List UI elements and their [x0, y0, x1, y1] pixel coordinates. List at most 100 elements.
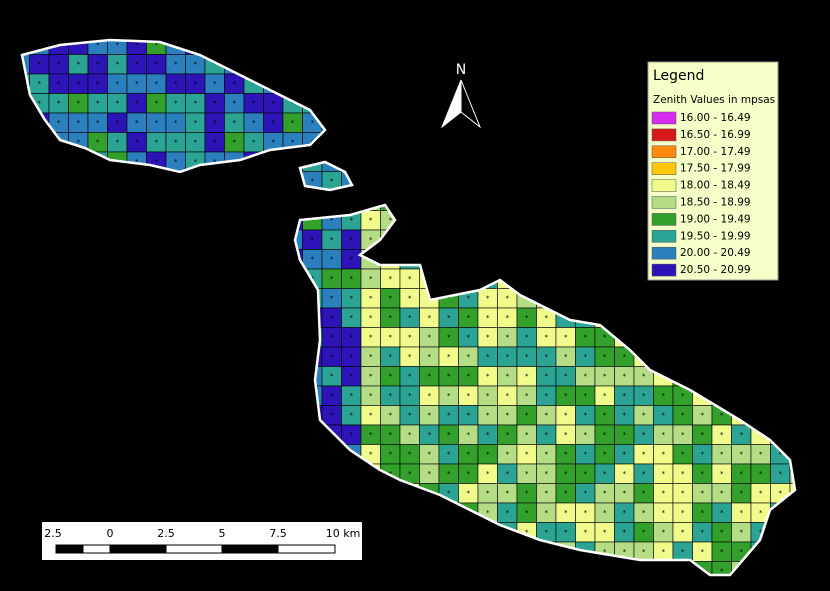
grid-cell — [789, 385, 795, 406]
cell-star: * — [720, 490, 724, 498]
grid-cell — [789, 93, 795, 114]
cell-star: * — [564, 100, 568, 108]
cell-star: * — [232, 509, 236, 517]
cell-star: * — [427, 314, 431, 322]
cell-star: * — [778, 61, 782, 69]
grid-cell — [126, 561, 147, 575]
cell-star: * — [349, 373, 353, 381]
cell-star: * — [408, 61, 412, 69]
grid-cell — [419, 132, 440, 153]
cell-star: * — [564, 275, 568, 283]
cell-star: * — [603, 139, 607, 147]
cell-star: * — [583, 100, 587, 108]
legend-swatch — [651, 145, 677, 159]
cell-star: * — [291, 373, 295, 381]
cell-star: * — [408, 119, 412, 127]
cell-star: * — [369, 139, 373, 147]
cell-star: * — [564, 197, 568, 205]
grid-cell — [146, 502, 167, 523]
cell-star: * — [96, 80, 100, 88]
cell-star: * — [583, 80, 587, 88]
grid-cell — [438, 229, 459, 250]
cell-star: * — [622, 158, 626, 166]
cell-star: * — [486, 373, 490, 381]
grid-cell — [29, 307, 50, 328]
cell-star: * — [739, 529, 743, 537]
grid-cell — [789, 541, 795, 562]
grid-cell — [224, 307, 245, 328]
cell-star: * — [154, 295, 158, 303]
grid-cell — [283, 581, 303, 587]
cell-star: * — [193, 119, 197, 127]
cell-star: * — [427, 412, 431, 420]
cell-star: * — [603, 353, 607, 361]
grid-cell — [419, 249, 440, 270]
grid-cell — [654, 581, 674, 587]
cell-star: * — [700, 41, 704, 49]
cell-star: * — [583, 431, 587, 439]
cell-star: * — [213, 412, 217, 420]
cell-star: * — [505, 412, 509, 420]
cell-star: * — [135, 509, 139, 517]
cell-star: * — [369, 509, 373, 517]
grid-cell — [614, 229, 635, 250]
cell-star: * — [271, 275, 275, 283]
cell-star: * — [369, 295, 373, 303]
cell-star: * — [759, 373, 763, 381]
cell-star: * — [505, 80, 509, 88]
grid-cell — [439, 581, 459, 587]
cell-star: * — [798, 392, 802, 400]
cell-star: * — [18, 178, 22, 186]
cell-star: * — [291, 80, 295, 88]
cell-star: * — [642, 119, 646, 127]
cell-star: * — [622, 529, 626, 537]
grid-cell — [555, 288, 576, 309]
cell-star: * — [135, 314, 139, 322]
cell-star: * — [174, 295, 178, 303]
grid-cell — [789, 151, 795, 172]
cell-star: * — [661, 295, 665, 303]
cell-star: * — [369, 470, 373, 478]
cell-star: * — [603, 548, 607, 556]
cell-star: * — [466, 470, 470, 478]
grid-cell — [458, 522, 479, 543]
cell-star: * — [603, 470, 607, 478]
grid-cell — [731, 385, 752, 406]
cell-star: * — [603, 275, 607, 283]
cell-star: * — [115, 353, 119, 361]
grid-cell — [789, 73, 795, 94]
grid-cell — [204, 385, 225, 406]
grid-cell — [302, 151, 323, 172]
cell-star: * — [213, 470, 217, 478]
cell-star: * — [817, 373, 821, 381]
grid-cell — [146, 171, 167, 192]
cell-star: * — [447, 412, 451, 420]
cell-star: * — [505, 529, 509, 537]
grid-cell — [810, 152, 830, 172]
grid-cell — [224, 405, 245, 426]
cell-star: * — [817, 529, 821, 537]
cell-star: * — [193, 490, 197, 498]
cell-star: * — [525, 217, 529, 225]
cell-star: * — [115, 373, 119, 381]
grid-cell — [672, 40, 693, 55]
grid-cell — [224, 346, 245, 367]
cell-star: * — [193, 41, 197, 49]
cell-star: * — [252, 256, 256, 264]
grid-cell — [48, 385, 69, 406]
cell-star: * — [661, 412, 665, 420]
grid-cell — [399, 151, 420, 172]
grid-cell — [555, 93, 576, 114]
grid-cell — [360, 561, 381, 575]
grid-cell — [497, 561, 518, 575]
legend-label: 18.50 - 18.99 — [680, 197, 751, 209]
cell-star: * — [193, 509, 197, 517]
cell-star: * — [388, 548, 392, 556]
cell-star: * — [18, 256, 22, 264]
cell-star: * — [720, 412, 724, 420]
grid-cell — [263, 268, 284, 289]
cell-star: * — [603, 431, 607, 439]
grid-cell — [147, 581, 167, 587]
cell-star: * — [622, 61, 626, 69]
grid-cell — [419, 54, 440, 75]
